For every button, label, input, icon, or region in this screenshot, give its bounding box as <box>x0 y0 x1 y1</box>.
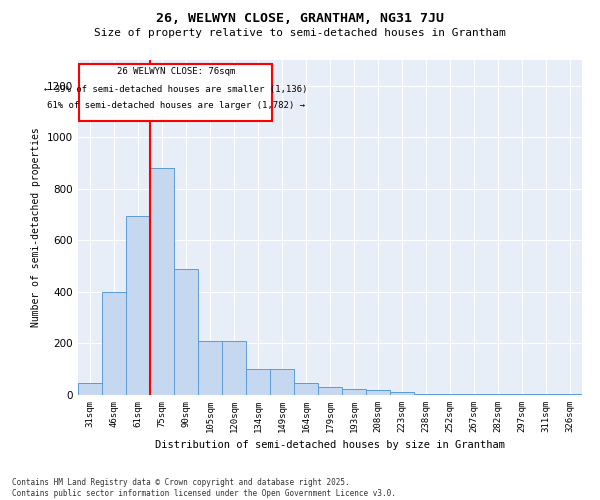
Bar <box>486 394 510 395</box>
Bar <box>270 369 294 395</box>
Bar <box>510 394 534 395</box>
X-axis label: Distribution of semi-detached houses by size in Grantham: Distribution of semi-detached houses by … <box>155 440 505 450</box>
Bar <box>174 268 198 395</box>
Bar <box>246 369 270 395</box>
Bar <box>390 392 414 395</box>
Bar <box>222 341 246 395</box>
Bar <box>366 390 390 395</box>
Bar <box>438 394 462 395</box>
Bar <box>79 64 272 120</box>
Text: 26, WELWYN CLOSE, GRANTHAM, NG31 7JU: 26, WELWYN CLOSE, GRANTHAM, NG31 7JU <box>156 12 444 26</box>
Bar <box>294 384 318 395</box>
Bar <box>198 341 222 395</box>
Text: Contains HM Land Registry data © Crown copyright and database right 2025.
Contai: Contains HM Land Registry data © Crown c… <box>12 478 396 498</box>
Bar <box>78 384 102 395</box>
Bar <box>150 168 174 395</box>
Bar <box>414 394 438 395</box>
Bar <box>342 388 366 395</box>
Text: 61% of semi-detached houses are larger (1,782) →: 61% of semi-detached houses are larger (… <box>47 102 305 110</box>
Bar <box>462 394 486 395</box>
Y-axis label: Number of semi-detached properties: Number of semi-detached properties <box>31 128 41 328</box>
Text: Size of property relative to semi-detached houses in Grantham: Size of property relative to semi-detach… <box>94 28 506 38</box>
Text: ← 39% of semi-detached houses are smaller (1,136): ← 39% of semi-detached houses are smalle… <box>44 86 307 94</box>
Bar <box>534 394 558 395</box>
Text: 26 WELWYN CLOSE: 76sqm: 26 WELWYN CLOSE: 76sqm <box>116 68 235 76</box>
Bar <box>318 388 342 395</box>
Bar <box>126 216 150 395</box>
Bar <box>102 292 126 395</box>
Bar <box>558 394 582 395</box>
